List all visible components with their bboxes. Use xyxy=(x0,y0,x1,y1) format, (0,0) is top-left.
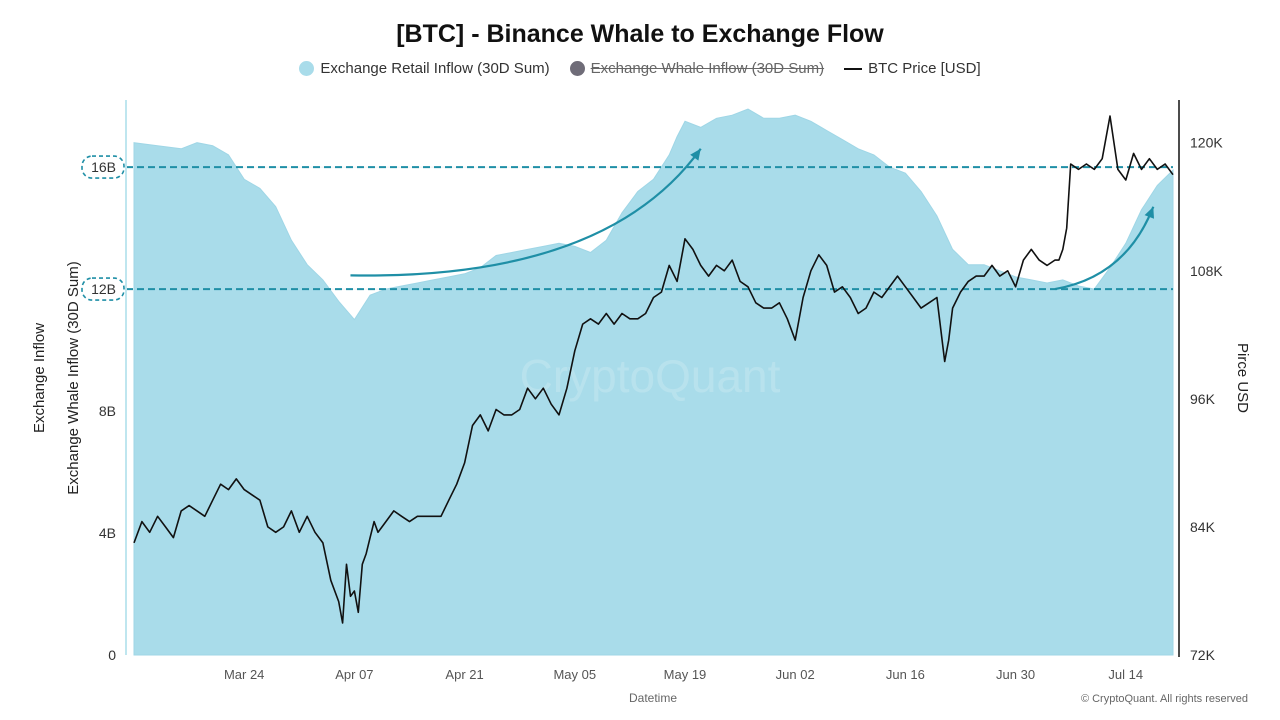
annotation-arrow-1-head xyxy=(690,148,701,161)
chart-title: [BTC] - Binance Whale to Exchange Flow xyxy=(396,20,884,48)
annotation-arrow-2-head xyxy=(1144,206,1154,219)
y-right-tick-4: 120K xyxy=(1190,135,1223,151)
x-axis-title: Datetime xyxy=(629,691,677,705)
y-left-tick-1: 4B xyxy=(99,525,116,541)
x-tick-3: May 05 xyxy=(553,667,596,682)
y-right-tick-2: 96K xyxy=(1190,391,1216,407)
y-axis-title-left-1: Exchange Inflow xyxy=(31,323,48,433)
legend-swatch-whale xyxy=(569,61,585,76)
y-axis-title-left-2: Exchange Whale Inflow (30D Sum) xyxy=(65,261,82,494)
y-right-tick-3: 108K xyxy=(1190,263,1223,279)
watermark: CryptoQuant xyxy=(520,350,781,402)
y-left-tick-4: 16B xyxy=(91,159,116,175)
reference-box-16B xyxy=(81,155,125,179)
x-tick-7: Jun 30 xyxy=(996,667,1035,682)
y-left-tick-3: 12B xyxy=(91,281,116,297)
legend-swatch-retail xyxy=(299,61,315,76)
reference-lines xyxy=(81,155,1173,301)
x-tick-6: Jun 16 xyxy=(886,667,925,682)
legend-swatch-price xyxy=(844,67,863,70)
axes: 0 4B 8B 12B 16B 72K 84K 96K 108K 120K Mar 24 Apr 07… xyxy=(91,100,1223,682)
y-left-tick-0: 0 xyxy=(108,647,116,663)
x-tick-5: Jun 02 xyxy=(776,667,815,682)
copyright: © CryptoQuant. All rights reserved xyxy=(1081,693,1248,705)
watermark-layer: CryptoQuant xyxy=(520,350,781,402)
legend-label-whale: Exchange Whale Inflow (30D Sum) xyxy=(590,60,825,77)
x-tick-8: Jul 14 xyxy=(1108,667,1143,682)
x-tick-2: Apr 21 xyxy=(445,667,483,682)
annotation-arrow-2 xyxy=(1054,206,1155,291)
y-left-tick-2: 8B xyxy=(99,403,116,419)
annotation-arrow-1 xyxy=(350,148,702,277)
btc-price-line xyxy=(133,115,1174,624)
btc-price-layer xyxy=(133,115,1174,624)
x-tick-4: May 19 xyxy=(664,667,707,682)
x-tick-1: Apr 07 xyxy=(335,667,373,682)
legend-item-price[interactable]: BTC Price [USD] xyxy=(844,60,981,77)
y-axis-title-right: Pirce USD xyxy=(1234,343,1251,413)
legend-item-retail[interactable]: Exchange Retail Inflow (30D Sum) xyxy=(299,60,550,77)
legend-item-whale[interactable]: Exchange Whale Inflow (30D Sum) xyxy=(569,60,825,77)
legend: Exchange Retail Inflow (30D Sum) Exchang… xyxy=(0,60,1280,77)
y-right-tick-1: 84K xyxy=(1190,519,1216,535)
retail-inflow-area xyxy=(133,108,1174,656)
annotation-arrows xyxy=(350,148,1155,291)
legend-label-price: BTC Price [USD] xyxy=(868,60,981,77)
x-tick-0: Mar 24 xyxy=(224,667,264,682)
reference-box-12B xyxy=(81,277,125,301)
legend-label-retail: Exchange Retail Inflow (30D Sum) xyxy=(320,60,550,77)
retail-inflow-area-layer xyxy=(133,108,1174,656)
y-right-tick-0: 72K xyxy=(1190,647,1216,663)
